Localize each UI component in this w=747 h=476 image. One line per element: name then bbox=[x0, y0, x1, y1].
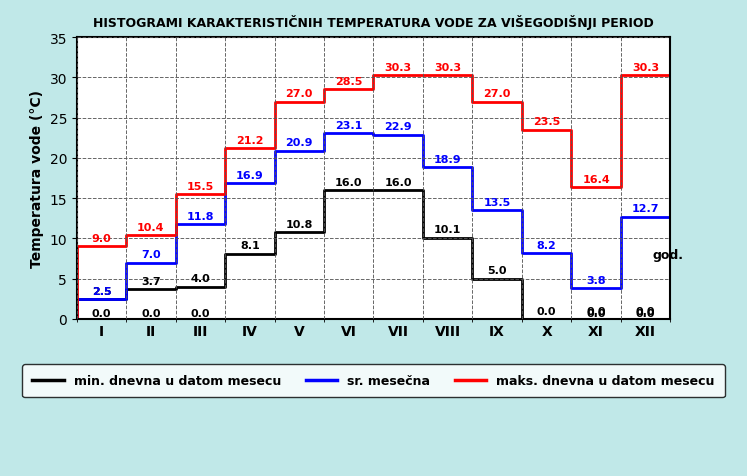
Text: 10.1: 10.1 bbox=[434, 225, 462, 235]
Text: 21.2: 21.2 bbox=[236, 136, 264, 146]
Text: 23.1: 23.1 bbox=[335, 120, 362, 130]
Y-axis label: Temperatura vode (°C): Temperatura vode (°C) bbox=[30, 90, 44, 268]
Legend: min. dnevna u datom mesecu, sr. mesečna, maks. dnevna u datom mesecu: min. dnevna u datom mesecu, sr. mesečna,… bbox=[22, 365, 725, 397]
Text: 13.5: 13.5 bbox=[483, 198, 511, 208]
Title: HISTOGRAMI KARAKTERISTIČNIH TEMPERATURA VODE ZA VIŠEGODIŠNJI PERIOD: HISTOGRAMI KARAKTERISTIČNIH TEMPERATURA … bbox=[93, 15, 654, 30]
Text: 2.5: 2.5 bbox=[92, 286, 111, 296]
Text: 0.0: 0.0 bbox=[636, 306, 655, 316]
Text: 2.5: 2.5 bbox=[92, 286, 111, 296]
Text: 3.8: 3.8 bbox=[586, 276, 606, 286]
Text: 27.0: 27.0 bbox=[285, 89, 313, 99]
Text: 5.0: 5.0 bbox=[487, 266, 507, 276]
Text: 0.0: 0.0 bbox=[586, 306, 606, 316]
Text: 15.5: 15.5 bbox=[187, 181, 214, 191]
Text: 16.0: 16.0 bbox=[385, 178, 412, 188]
Text: god.: god. bbox=[653, 248, 684, 261]
Text: 10.8: 10.8 bbox=[285, 219, 313, 229]
Text: 23.5: 23.5 bbox=[533, 117, 560, 127]
Text: 0.0: 0.0 bbox=[141, 308, 161, 318]
Text: 0.0: 0.0 bbox=[92, 308, 111, 318]
Text: 4.0: 4.0 bbox=[190, 274, 210, 284]
Text: 8.1: 8.1 bbox=[240, 241, 260, 251]
Text: 9.0: 9.0 bbox=[92, 234, 111, 244]
Text: 12.7: 12.7 bbox=[632, 204, 660, 214]
Text: 11.8: 11.8 bbox=[187, 211, 214, 221]
Text: 20.9: 20.9 bbox=[285, 138, 313, 148]
Text: 27.0: 27.0 bbox=[483, 89, 511, 99]
Text: 16.9: 16.9 bbox=[236, 170, 264, 180]
Text: 16.4: 16.4 bbox=[582, 174, 610, 184]
Text: 0.0: 0.0 bbox=[190, 308, 210, 318]
Text: 3.7: 3.7 bbox=[141, 276, 161, 286]
Text: 0.0: 0.0 bbox=[586, 308, 606, 318]
Text: 0.0: 0.0 bbox=[636, 308, 655, 318]
Text: 10.4: 10.4 bbox=[137, 222, 164, 232]
Text: 8.2: 8.2 bbox=[537, 240, 557, 250]
Text: 28.5: 28.5 bbox=[335, 77, 362, 87]
Text: 7.0: 7.0 bbox=[141, 250, 161, 260]
Text: 22.9: 22.9 bbox=[385, 122, 412, 132]
Text: 18.9: 18.9 bbox=[434, 154, 462, 164]
Text: 0.0: 0.0 bbox=[537, 306, 557, 316]
Text: 16.0: 16.0 bbox=[335, 178, 362, 188]
Text: 30.3: 30.3 bbox=[434, 63, 461, 72]
Text: 30.3: 30.3 bbox=[632, 63, 659, 72]
Text: 30.3: 30.3 bbox=[385, 63, 412, 72]
